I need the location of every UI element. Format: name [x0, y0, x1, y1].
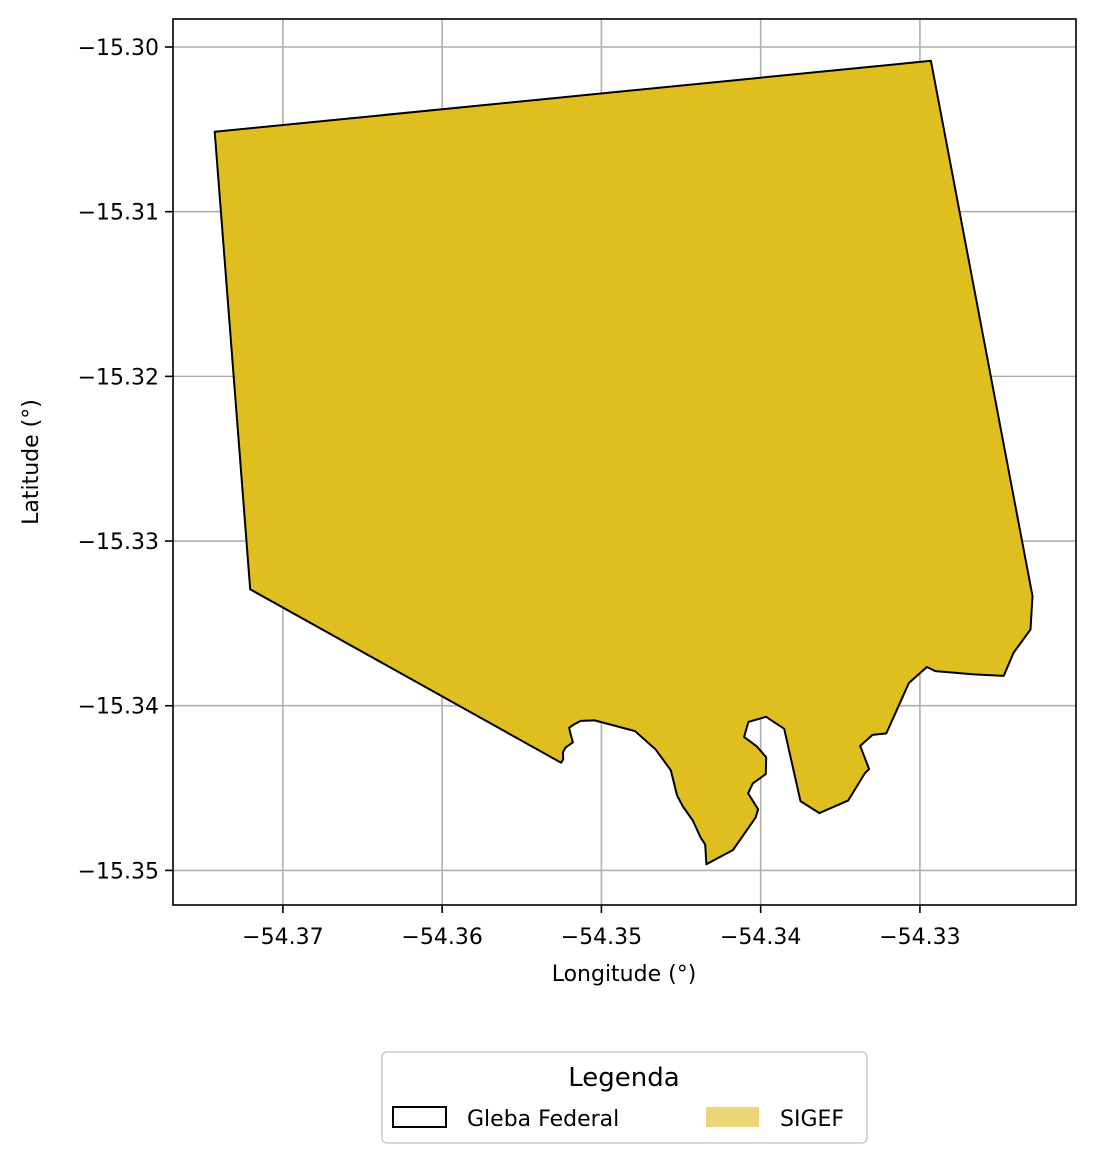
legend-label-gleba-federal: Gleba Federal — [467, 1107, 619, 1132]
y-tick-label: −15.30 — [78, 36, 159, 61]
gleba-federal-polygon — [213, 59, 1034, 866]
legend-title: Legenda — [568, 1063, 679, 1093]
x-tick-label: −54.33 — [879, 925, 960, 950]
y-axis-title: Latitude (°) — [19, 399, 44, 525]
x-tick-label: −54.35 — [561, 925, 642, 950]
axis-ticks: −54.37 −54.36 −54.35 −54.34 −54.33 −15.30 −15.… — [78, 36, 961, 950]
legend-swatch-sigef — [706, 1107, 759, 1127]
y-tick-label: −15.31 — [78, 201, 159, 226]
y-tick-label: −15.35 — [78, 859, 159, 884]
y-tick-label: −15.32 — [78, 365, 159, 390]
legend: Legenda Gleba Federal SIGEF — [381, 1051, 868, 1144]
legend-label-sigef: SIGEF — [780, 1107, 844, 1132]
x-tick-label: −54.36 — [401, 925, 482, 950]
y-tick-label: −15.34 — [78, 695, 159, 720]
legend-swatch-gleba-federal — [392, 1106, 447, 1128]
x-tick-label: −54.37 — [242, 925, 323, 950]
y-tick-label: −15.33 — [78, 530, 159, 555]
x-tick-label: −54.34 — [720, 925, 801, 950]
plot-frame — [172, 18, 1077, 906]
plot-area: −54.37 −54.36 −54.35 −54.34 −54.33 −15.30 −15.… — [78, 18, 1077, 950]
x-axis-title: Longitude (°) — [552, 962, 697, 987]
